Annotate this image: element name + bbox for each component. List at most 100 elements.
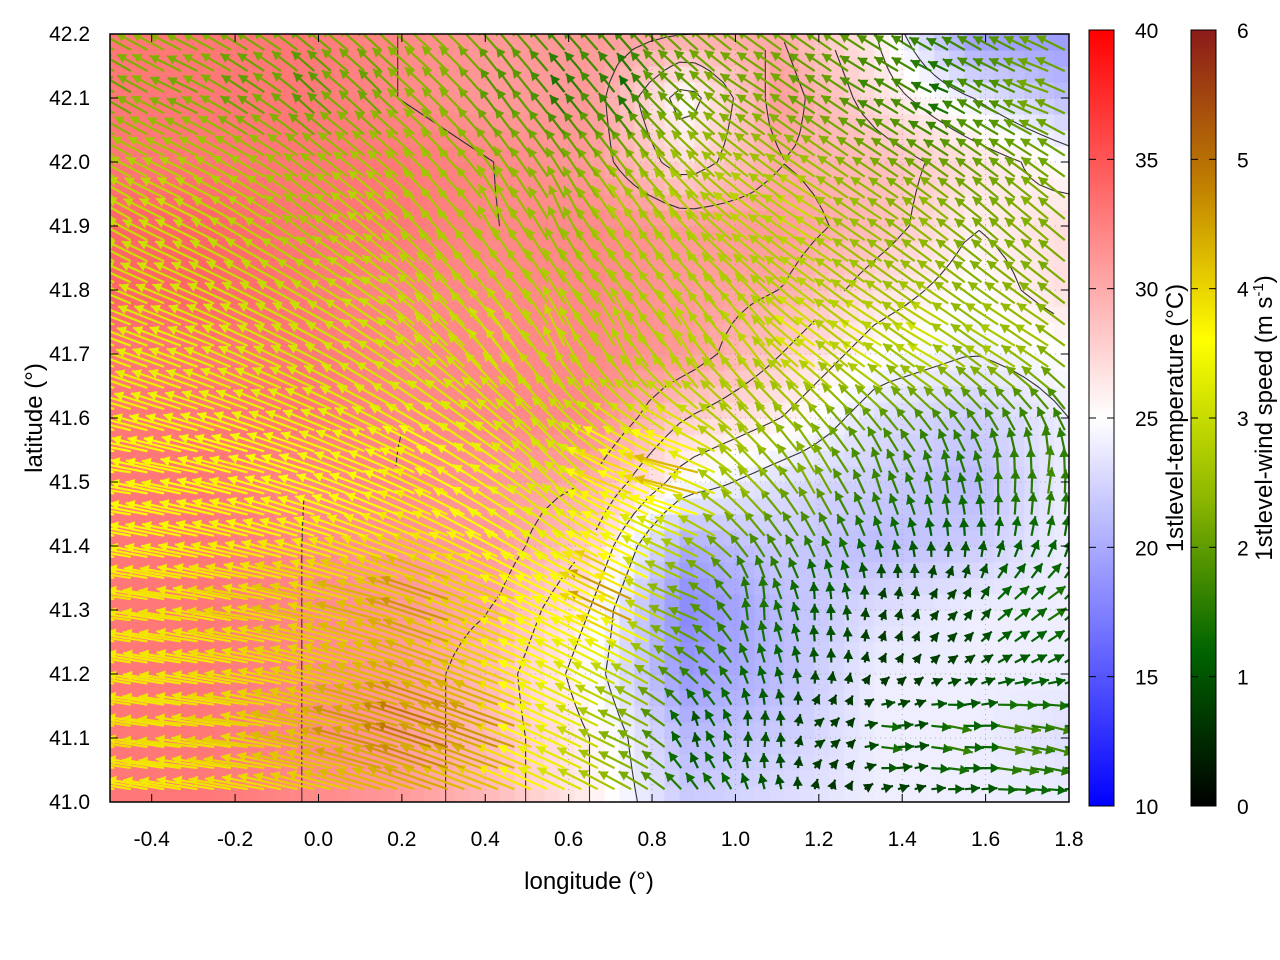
wind-vector-head xyxy=(57,775,67,785)
wind-vector xyxy=(110,702,115,706)
heatmap-cell xyxy=(1024,562,1040,579)
heatmap-cell xyxy=(1009,754,1025,771)
heatmap-cell xyxy=(274,482,291,499)
heatmap-cell xyxy=(844,498,860,515)
heatmap-cell xyxy=(664,674,681,691)
heatmap-cell xyxy=(679,674,695,691)
heatmap-cell xyxy=(754,610,770,627)
heatmap-cell xyxy=(964,642,980,659)
heatmap-cell xyxy=(769,722,785,739)
wind-vector-head xyxy=(90,671,100,681)
heatmap-cell xyxy=(304,786,321,802)
wind-vector-head xyxy=(56,587,66,597)
heatmap-cell xyxy=(754,786,770,802)
heatmap-cell xyxy=(979,482,995,499)
heatmap-cell xyxy=(859,642,875,659)
heatmap-cell xyxy=(859,594,875,611)
heatmap-cell xyxy=(754,658,770,675)
heatmap-cell xyxy=(874,594,890,611)
heatmap-cell xyxy=(694,722,710,739)
wind-vector xyxy=(56,587,115,601)
heatmap-cell xyxy=(1039,754,1055,771)
heatmap-cell xyxy=(394,786,411,802)
heatmap-cell xyxy=(964,594,980,611)
heatmap-cell xyxy=(184,482,201,499)
heatmap-cell xyxy=(904,546,920,563)
wind-vector-head xyxy=(89,608,99,618)
heatmap-cell xyxy=(679,786,695,802)
heatmap-cell xyxy=(964,514,980,531)
heatmap-cell xyxy=(1039,770,1055,787)
heatmap-cell xyxy=(859,482,875,499)
wind-vector-head xyxy=(90,649,100,659)
heatmap-cell xyxy=(529,786,546,802)
wind-vector-head xyxy=(1074,764,1083,774)
wind-vector-shaft xyxy=(110,702,115,706)
heatmap-cell xyxy=(949,770,965,787)
heatmap-cell xyxy=(919,786,935,802)
heatmap-cell xyxy=(574,642,591,659)
heatmap-cell xyxy=(244,642,261,659)
heatmap-cell xyxy=(799,722,815,739)
heatmap-cell xyxy=(709,610,725,627)
heatmap-cell xyxy=(724,658,740,675)
heatmap-cell xyxy=(859,658,875,675)
wind-vector-head xyxy=(1069,608,1079,618)
heatmap-cell xyxy=(784,386,800,403)
heatmap-cell xyxy=(334,786,351,802)
heatmap-cell xyxy=(649,786,666,802)
heatmap-cell xyxy=(679,738,695,755)
heatmap-cell xyxy=(844,722,860,739)
heatmap-cell xyxy=(889,642,905,659)
heatmap-cell xyxy=(1054,258,1069,275)
wind-vector-head xyxy=(57,649,67,659)
wind-vector-shaft xyxy=(110,597,115,601)
heatmap-cell xyxy=(709,770,725,787)
heatmap-cell xyxy=(754,674,770,691)
wind-vector-head xyxy=(73,776,83,786)
heatmap-cell xyxy=(979,642,995,659)
heatmap-cell xyxy=(799,754,815,771)
heatmap-cell xyxy=(229,786,246,802)
heatmap-cell xyxy=(799,610,815,627)
heatmap-cell xyxy=(994,690,1010,707)
heatmap-cell xyxy=(829,562,845,579)
heatmap-cell xyxy=(634,626,651,643)
heatmap-cell xyxy=(649,674,666,691)
heatmap-cell xyxy=(784,754,800,771)
heatmap-cell xyxy=(1009,498,1025,515)
heatmap-cell xyxy=(424,674,441,691)
heatmap-cell xyxy=(874,770,890,787)
heatmap-cell xyxy=(679,626,695,643)
heatmap-cell xyxy=(739,786,755,802)
heatmap-cell xyxy=(829,626,845,643)
heatmap-cell xyxy=(799,690,815,707)
heatmap-cell xyxy=(604,722,621,739)
heatmap-cell xyxy=(889,770,905,787)
heatmap-cell xyxy=(754,530,770,547)
heatmap-cell xyxy=(1054,114,1069,131)
wind-vector-shaft xyxy=(110,660,115,664)
heatmap-cell xyxy=(784,466,800,483)
heatmap-cell xyxy=(994,642,1010,659)
heatmap-cell xyxy=(949,738,965,755)
heatmap-cell xyxy=(979,450,995,467)
wind-vector-head xyxy=(89,734,99,744)
heatmap-cell xyxy=(1024,754,1040,771)
heatmap-cell xyxy=(694,578,710,595)
heatmap-cell xyxy=(994,754,1010,771)
heatmap-cell xyxy=(499,626,516,643)
heatmap-cell xyxy=(904,482,920,499)
heatmap-cell xyxy=(934,642,950,659)
heatmap-cell xyxy=(694,546,710,563)
wind-vector-head xyxy=(89,713,99,723)
heatmap-cell xyxy=(889,530,905,547)
heatmap-cell xyxy=(919,562,935,579)
heatmap-cell xyxy=(784,722,800,739)
heatmap-cell xyxy=(904,642,920,659)
heatmap-cell xyxy=(934,754,950,771)
heatmap-cell xyxy=(694,738,710,755)
heatmap-cell xyxy=(949,706,965,723)
heatmap-cell xyxy=(994,482,1010,499)
wind-vector xyxy=(57,649,115,664)
